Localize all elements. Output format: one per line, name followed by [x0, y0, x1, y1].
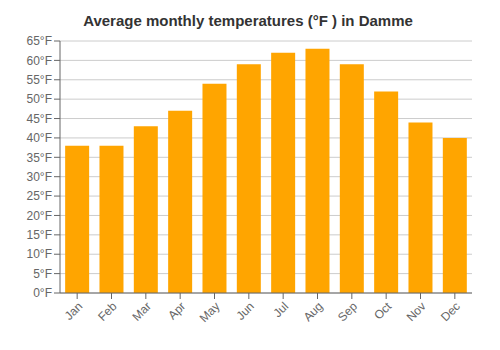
svg-text:15°F: 15°F — [27, 228, 52, 242]
svg-text:5°F: 5°F — [33, 267, 52, 281]
svg-text:45°F: 45°F — [27, 112, 52, 126]
svg-text:35°F: 35°F — [27, 151, 52, 165]
svg-text:Nov: Nov — [404, 299, 429, 324]
svg-text:Aug: Aug — [301, 299, 326, 324]
svg-text:65°F: 65°F — [27, 34, 52, 48]
svg-text:50°F: 50°F — [27, 92, 52, 106]
svg-text:Jun: Jun — [233, 299, 257, 323]
svg-text:25°F: 25°F — [27, 189, 52, 203]
svg-text:10°F: 10°F — [27, 247, 52, 261]
svg-text:Mar: Mar — [129, 299, 154, 324]
html-text:Average monthly temperatures (: Average monthly temperatures (°F ) in Da… — [83, 12, 413, 29]
svg-text:Apr: Apr — [165, 299, 188, 322]
svg-text:Feb: Feb — [95, 299, 120, 324]
svg-text:Oct: Oct — [371, 299, 395, 323]
svg-text:May: May — [197, 299, 223, 325]
svg-text:55°F: 55°F — [27, 73, 52, 87]
svg-text:0°F: 0°F — [33, 286, 52, 300]
svg-text:30°F: 30°F — [27, 170, 52, 184]
svg-text:Jan: Jan — [62, 299, 86, 323]
svg-text:Jul: Jul — [271, 299, 292, 320]
svg-text:40°F: 40°F — [27, 131, 52, 145]
svg-text:20°F: 20°F — [27, 209, 52, 223]
svg-text:Dec: Dec — [438, 299, 463, 324]
svg-text:Sep: Sep — [335, 299, 360, 324]
svg-text:60°F: 60°F — [27, 54, 52, 68]
